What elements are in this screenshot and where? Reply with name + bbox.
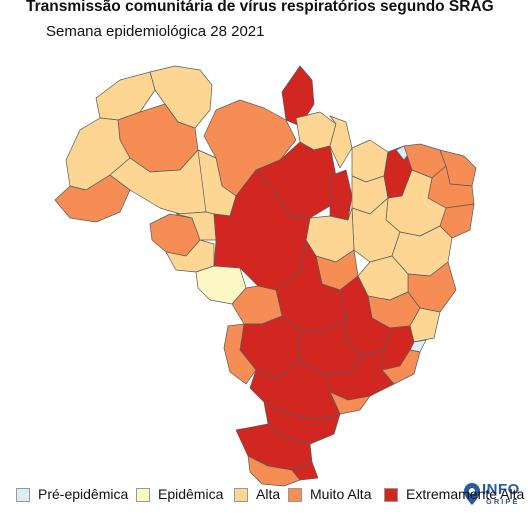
legend-swatch (234, 488, 248, 502)
map-legend: Pré-epidêmica Epidêmica Alta Muito Alta … (16, 486, 530, 510)
map-subtitle: Semana epidemiológica 28 2021 (46, 23, 265, 40)
region-rondonia-2 (165, 239, 215, 273)
region-para-east (329, 115, 353, 169)
logo-sub: GRIPE (486, 497, 520, 506)
legend-label: Pré-epidêmica (38, 486, 129, 502)
region-maranhao-north (351, 139, 389, 183)
region-ms-west (223, 323, 257, 385)
legend-label: Extremamente Alta (406, 486, 525, 502)
map-pin-icon (464, 483, 480, 505)
legend-swatch (136, 488, 150, 502)
legend-swatch (16, 488, 30, 502)
region-tocantins-north (329, 169, 353, 221)
region-rs-mid (291, 461, 319, 481)
infogripe-logo: INFO GRIPE (462, 481, 530, 507)
map-title: Transmissão comunitária de vírus respira… (26, 0, 494, 15)
legend-swatch (384, 488, 398, 502)
region-roraima (149, 65, 213, 129)
legend-label: Muito Alta (310, 486, 372, 502)
legend-swatch (288, 488, 302, 502)
region-rs-south (247, 455, 301, 487)
logo-name: INFO (482, 481, 520, 498)
legend-label: Alta (256, 486, 281, 502)
legend-label: Epidêmica (158, 486, 224, 502)
